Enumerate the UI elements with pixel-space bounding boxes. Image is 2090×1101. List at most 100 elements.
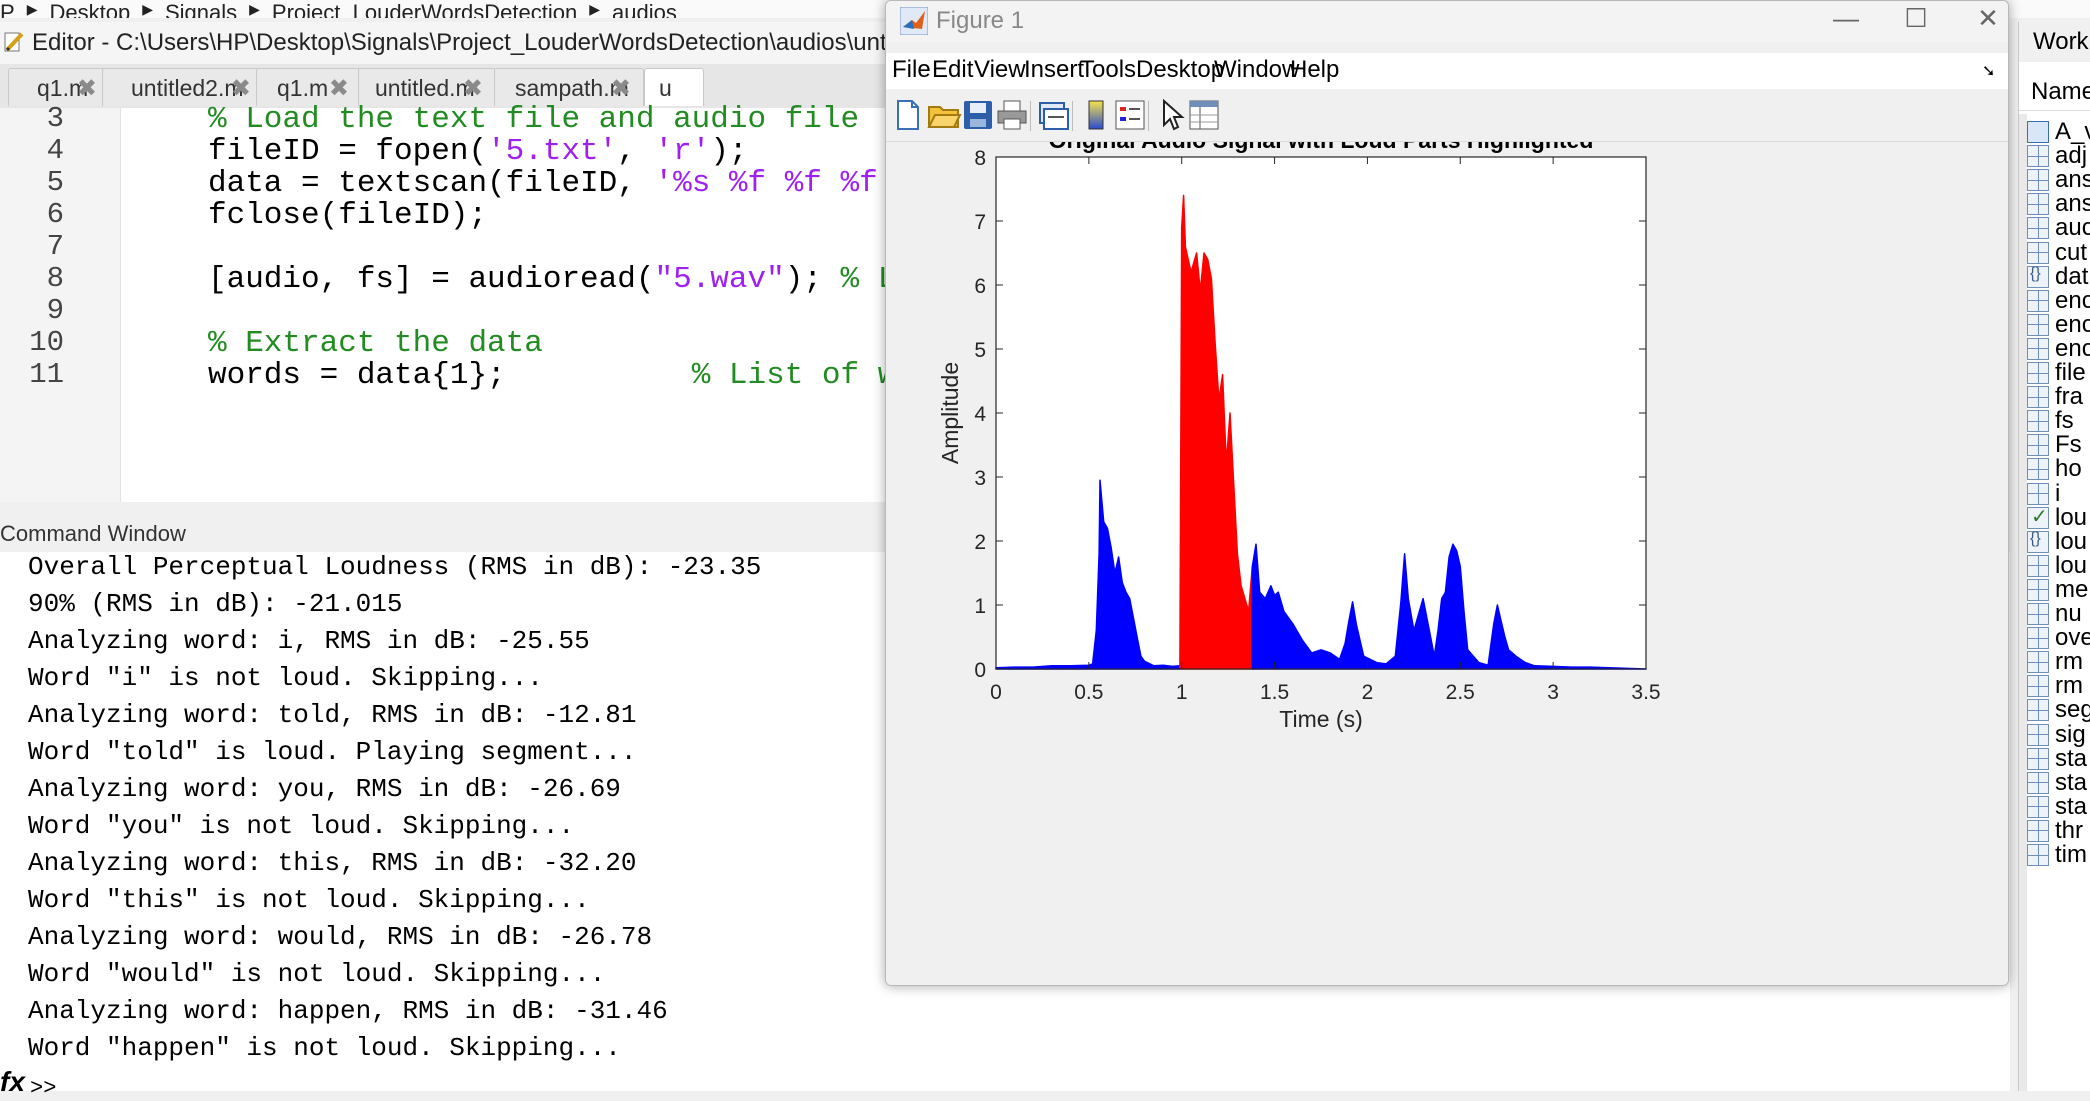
fx-icon[interactable]: fx: [0, 1066, 25, 1097]
figure-titlebar[interactable]: Figure 1 — ☐ ✕: [886, 1, 2008, 43]
workspace-variable-row[interactable]: fs: [2027, 407, 2090, 437]
toolbar-separator: [1148, 101, 1149, 131]
workspace-variable-row[interactable]: adj: [2027, 142, 2090, 172]
open-icon[interactable]: [926, 97, 962, 133]
close-icon[interactable]: ✖: [610, 75, 631, 102]
pointer-icon[interactable]: [1154, 97, 1190, 133]
editor-titlebar: Editor - C:\Users\HP\Desktop\Signals\Pro…: [0, 22, 900, 65]
workspace-variable-row[interactable]: A_v: [2027, 118, 2090, 148]
maximize-button[interactable]: ☐: [1904, 3, 1928, 33]
tab-untitled[interactable]: untitled.m ✖: [358, 68, 496, 106]
workspace-variable-row[interactable]: sta: [2027, 745, 2090, 775]
dock-arrow-icon[interactable]: ➘: [1982, 63, 1996, 80]
menu-desktop[interactable]: Desktop: [1136, 56, 1225, 83]
variable-name: file: [2055, 359, 2086, 386]
breadcrumb-item[interactable]: audios: [612, 0, 677, 18]
workspace-variable-row[interactable]: auc: [2027, 214, 2090, 244]
breadcrumb-item[interactable]: Desktop: [49, 0, 131, 18]
output-line: Analyzing word: you, RMS in dB: -26.69: [28, 774, 621, 804]
save-icon[interactable]: [960, 97, 996, 133]
variable-name: sta: [2055, 744, 2088, 772]
menu-view[interactable]: View: [974, 56, 1026, 83]
code-editor[interactable]: 3 4 5 6 7 8 9 10 11 % Load the text file…: [0, 102, 900, 610]
tab-untitled2[interactable]: untitled2.m ✖: [102, 68, 264, 106]
tab-sampath[interactable]: sampath.m ✖: [494, 68, 644, 106]
workspace-variable-row[interactable]: rm: [2027, 648, 2090, 678]
workspace-variable-row[interactable]: lou: [2027, 528, 2090, 558]
line-number: 5: [46, 166, 64, 199]
variable-name: dat: [2055, 262, 2089, 290]
menu-window[interactable]: Window: [1214, 56, 1300, 83]
workspace-variable-row[interactable]: file: [2027, 359, 2090, 389]
workspace-variable-row[interactable]: ho: [2027, 455, 2090, 485]
workspace-variable-row[interactable]: rm: [2027, 672, 2090, 702]
new-figure-icon[interactable]: [890, 97, 926, 133]
breadcrumb-item[interactable]: Signals: [164, 0, 238, 18]
matrix-icon: [2027, 289, 2049, 312]
workspace-variable-row[interactable]: sta: [2027, 793, 2090, 823]
breadcrumb-item[interactable]: Project_LouderWordsDetection: [271, 0, 578, 18]
workspace-variable-row[interactable]: sta: [2027, 769, 2090, 799]
workspace-variable-row[interactable]: ove: [2027, 624, 2090, 654]
x-tick-label: 3: [1547, 681, 1559, 704]
close-icon[interactable]: ✖: [76, 75, 97, 102]
close-icon[interactable]: ✖: [230, 75, 251, 102]
menu-tools[interactable]: Tools: [1080, 56, 1137, 83]
tab-q1-second[interactable]: q1.m ✖: [256, 68, 362, 106]
variable-name: lou: [2055, 551, 2088, 579]
workspace-variable-row[interactable]: lou: [2027, 552, 2090, 582]
workspace-variable-row[interactable]: dat: [2027, 263, 2090, 293]
code-text: );: [710, 134, 748, 169]
workspace-variable-row[interactable]: ans: [2027, 166, 2090, 196]
workspace-variable-row[interactable]: nu: [2027, 600, 2090, 630]
output-line: Word "you" is not loud. Skipping...: [28, 811, 575, 841]
menu-insert[interactable]: Insert: [1024, 56, 1085, 83]
matrix-icon: [2027, 819, 2049, 842]
workspace-column-header[interactable]: Name: [2019, 70, 2090, 111]
close-icon[interactable]: ✖: [328, 75, 349, 102]
colorbar-icon[interactable]: [1078, 97, 1114, 133]
workspace-variable-row[interactable]: me: [2027, 576, 2090, 606]
matrix-icon: [2027, 844, 2049, 866]
line-number: 4: [46, 134, 64, 167]
workspace-variable-row[interactable]: ans: [2027, 190, 2090, 220]
matrix-icon: [2027, 434, 2049, 457]
workspace-variable-row[interactable]: i: [2027, 480, 2090, 510]
workspace-variable-row[interactable]: Fs: [2027, 431, 2090, 461]
command-prompt[interactable]: >>: [30, 1076, 57, 1101]
chart[interactable]: 0 0.5 1 1.5 2 2.5 3 3.5 0 1 2 3 4 5 6 7 8 Original Audio …: [886, 127, 2008, 985]
workspace-variable-row[interactable]: seg: [2027, 696, 2090, 726]
minimize-button[interactable]: —: [1833, 3, 1859, 33]
property-inspector-icon[interactable]: [1186, 97, 1222, 133]
workspace-variable-row[interactable]: cut: [2027, 239, 2090, 269]
legend-icon[interactable]: [1112, 97, 1148, 133]
menu-file[interactable]: File: [892, 56, 931, 83]
workspace-variable-row[interactable]: sig: [2027, 721, 2090, 751]
workspace-variable-row[interactable]: thr: [2027, 817, 2090, 847]
workspace-variable-row[interactable]: enc: [2027, 335, 2090, 365]
menu-help[interactable]: Help: [1290, 56, 1340, 83]
variable-name: ans: [2055, 166, 2090, 194]
workspace-variable-row[interactable]: enc: [2027, 311, 2090, 341]
figure-window[interactable]: Figure 1 — ☐ ✕ File Edit View Insert Too…: [885, 0, 2009, 986]
variable-name: cut: [2055, 238, 2088, 266]
axes-background[interactable]: [996, 157, 1646, 669]
link-icon[interactable]: [1036, 97, 1072, 133]
tab-active[interactable]: u: [644, 68, 704, 106]
code-line: % Extract the data: [208, 326, 543, 361]
line-number: 6: [46, 198, 64, 231]
matrix-icon: [2027, 193, 2049, 216]
print-icon[interactable]: [994, 97, 1030, 133]
workspace-variable-row[interactable]: tim: [2027, 841, 2090, 871]
workspace-variable-row[interactable]: enc: [2027, 287, 2090, 317]
tab-q1[interactable]: q1.m ✖: [8, 68, 110, 106]
menu-edit[interactable]: Edit: [932, 56, 974, 83]
workspace-variable-row[interactable]: lou: [2027, 504, 2090, 534]
close-icon[interactable]: ✖: [462, 75, 483, 102]
breadcrumb-item[interactable]: P: [0, 0, 15, 18]
close-button[interactable]: ✕: [1977, 3, 1999, 33]
workspace-variable-row[interactable]: fra: [2027, 383, 2090, 413]
figure-toolbar: [886, 91, 2008, 142]
plot-area[interactable]: 0 0.5 1 1.5 2 2.5 3 3.5 0 1 2 3 4 5 6 7 8 Original Audio …: [886, 127, 2008, 985]
line-number: 7: [46, 230, 64, 263]
